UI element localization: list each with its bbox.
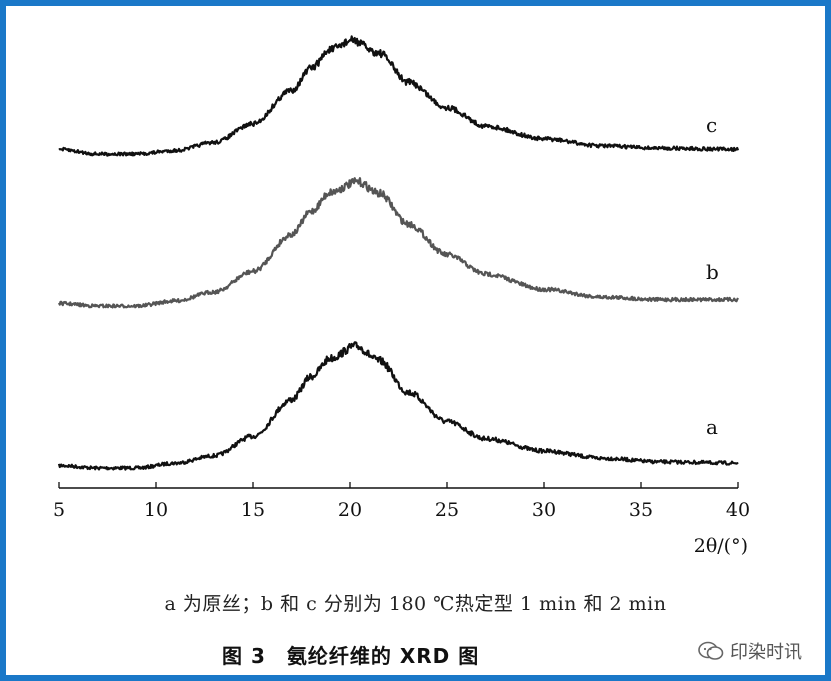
figure-title: 图 3 氨纶纤维的 XRD 图 xyxy=(222,644,480,668)
series-b-line xyxy=(58,177,739,309)
curve-label-group: a b c xyxy=(706,113,719,439)
series-b-label: b xyxy=(706,260,719,284)
series-c-line xyxy=(58,35,740,157)
x-tick-label: 20 xyxy=(338,499,362,521)
series-c-label: c xyxy=(706,113,717,137)
x-axis-label: 2θ/(°) xyxy=(694,535,748,557)
x-tick-label: 35 xyxy=(629,499,653,521)
x-tick-label: 40 xyxy=(726,499,750,521)
x-tick-label: 5 xyxy=(53,499,65,521)
x-tick-label: 15 xyxy=(241,499,265,521)
figure-caption-note: a 为原丝；b 和 c 分别为 180 ℃热定型 1 min 和 2 min xyxy=(164,593,667,615)
figure-frame: a b c 5 10 15 20 25 30 35 40 2θ/(°) a 为原丝；b 和 c 分… xyxy=(6,6,825,675)
watermark: 印染时讯 xyxy=(698,638,802,664)
series-a-label: a xyxy=(706,415,718,439)
wechat-icon xyxy=(698,641,724,660)
xrd-chart: a b c 5 10 15 20 25 30 35 40 2θ/(°) xyxy=(53,35,750,557)
x-tick-group: 5 10 15 20 25 30 35 40 xyxy=(53,482,750,521)
x-tick-label: 10 xyxy=(144,499,168,521)
curve-group xyxy=(57,35,740,471)
x-tick-label: 25 xyxy=(435,499,459,521)
watermark-text: 印染时讯 xyxy=(730,642,802,663)
series-a-line xyxy=(57,341,739,471)
x-tick-label: 30 xyxy=(532,499,556,521)
